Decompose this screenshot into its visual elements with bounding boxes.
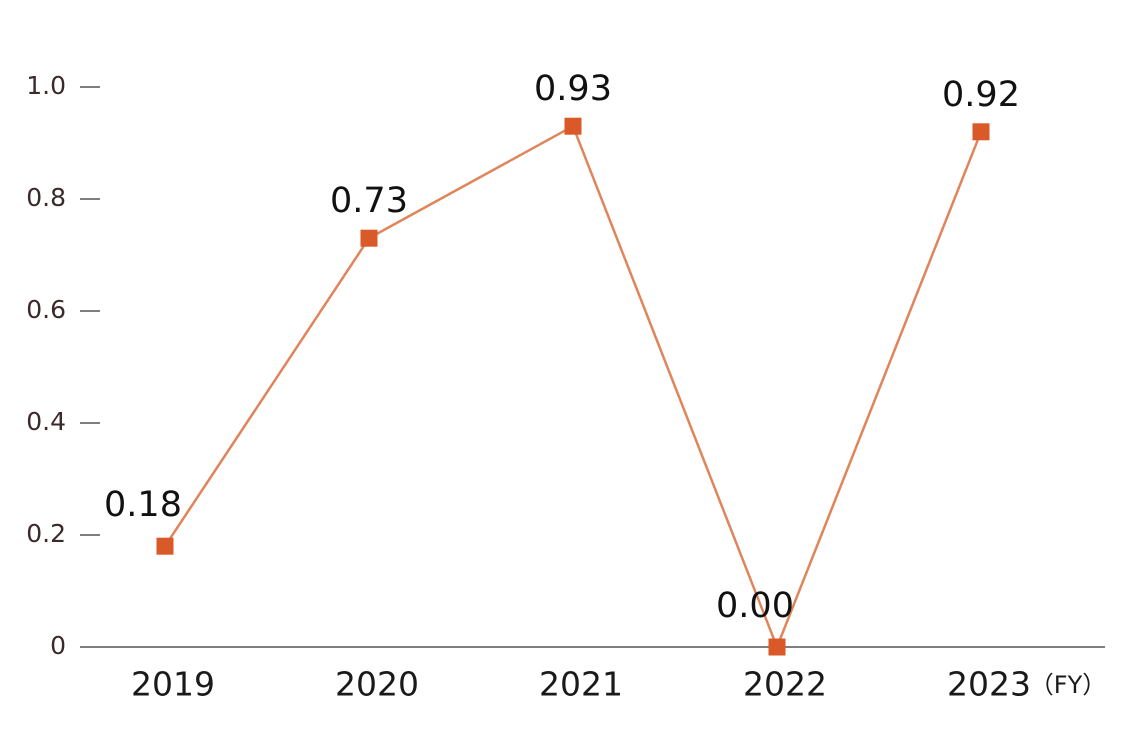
- x-tick-label: 2021: [539, 665, 623, 704]
- marker: [360, 229, 378, 247]
- data-label: 0.73: [330, 181, 408, 221]
- x-tick-label: 2019: [131, 665, 215, 704]
- data-label: 0.18: [104, 485, 182, 525]
- marker: [972, 123, 990, 141]
- x-tick-label: 2020: [335, 665, 419, 704]
- data-label: 0.92: [942, 75, 1020, 115]
- y-tick-label: 0: [50, 631, 66, 660]
- x-tick-label: 2022: [743, 665, 827, 704]
- data-label: 0.93: [534, 69, 612, 109]
- marker: [156, 537, 174, 555]
- marker: [768, 638, 786, 656]
- data-label: 0.00: [716, 586, 794, 626]
- x-tick-label: 2023: [947, 665, 1031, 704]
- y-tick-label: 1.0: [26, 71, 66, 100]
- y-tick-label: 0.2: [26, 519, 66, 548]
- y-tick-label: 0.8: [26, 183, 66, 212]
- marker: [564, 117, 582, 135]
- y-tick-label: 0.4: [26, 407, 66, 436]
- line: [163, 124, 983, 651]
- y-tick-label: 0.6: [26, 295, 66, 324]
- x-axis-label: （FY）: [1030, 671, 1106, 699]
